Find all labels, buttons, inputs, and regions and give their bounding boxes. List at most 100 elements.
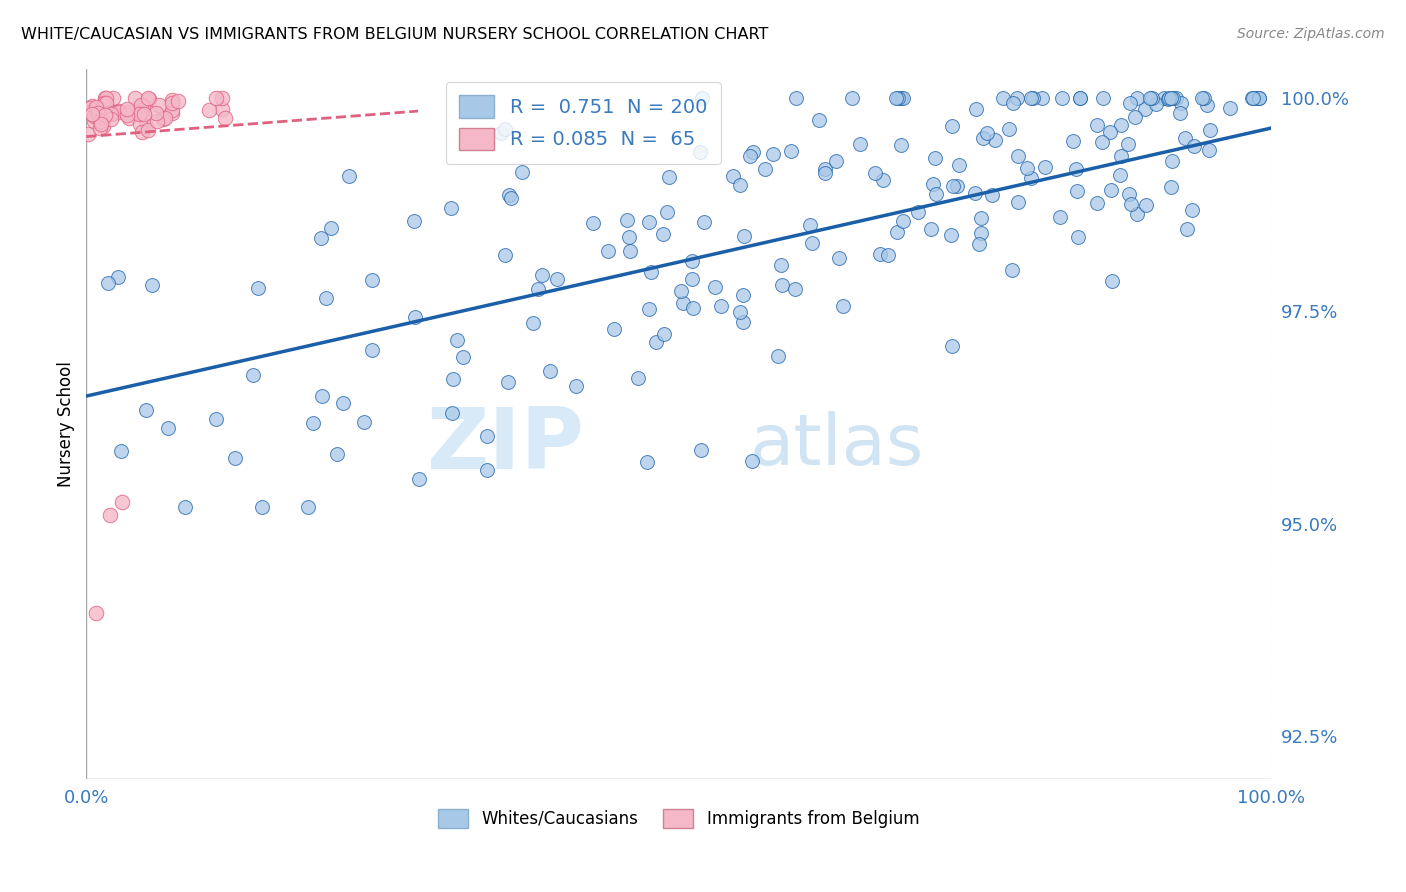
Point: [110, 444, 132, 458]
Point: [475, 463, 498, 477]
Point: [1249, 91, 1271, 105]
Point: [981, 188, 1004, 202]
Point: [976, 126, 998, 140]
Point: [1241, 91, 1264, 105]
Point: [832, 299, 855, 313]
Point: [925, 187, 948, 202]
Point: [325, 448, 347, 462]
Point: [1109, 149, 1132, 163]
Point: [1007, 149, 1029, 163]
Point: [740, 148, 762, 162]
Point: [948, 158, 970, 172]
Point: [115, 103, 138, 117]
Point: [118, 111, 141, 125]
Point: [907, 204, 929, 219]
Point: [730, 178, 752, 193]
Point: [1160, 179, 1182, 194]
Point: [733, 315, 755, 329]
Point: [84, 606, 107, 620]
Point: [332, 395, 354, 409]
Point: [1019, 170, 1042, 185]
Point: [1142, 91, 1164, 105]
Point: [799, 219, 821, 233]
Point: [162, 106, 184, 120]
Point: [616, 213, 638, 227]
Point: [1109, 118, 1132, 132]
Point: [80, 104, 103, 119]
Point: [814, 165, 837, 179]
Point: [1092, 91, 1115, 105]
Point: [510, 165, 533, 179]
Point: [924, 152, 946, 166]
Point: [762, 146, 785, 161]
Point: [1191, 91, 1213, 105]
Point: [451, 350, 474, 364]
Point: [148, 97, 170, 112]
Point: [690, 91, 713, 105]
Point: [1159, 91, 1181, 105]
Point: [640, 264, 662, 278]
Point: [160, 95, 183, 110]
Point: [1017, 161, 1039, 175]
Point: [1175, 222, 1198, 236]
Point: [941, 119, 963, 133]
Point: [1146, 96, 1168, 111]
Point: [741, 454, 763, 468]
Point: [117, 104, 139, 119]
Point: [145, 114, 167, 128]
Point: [498, 187, 520, 202]
Point: [728, 305, 751, 319]
Point: [652, 327, 675, 342]
Point: [1166, 91, 1188, 105]
Point: [353, 415, 375, 429]
Point: [97, 104, 120, 119]
Point: [704, 280, 727, 294]
Point: [1123, 111, 1146, 125]
Point: [651, 227, 673, 241]
Point: [93, 95, 115, 110]
Point: [645, 334, 668, 349]
Point: [98, 106, 121, 120]
Point: [108, 104, 131, 119]
Point: [174, 500, 197, 514]
Point: [297, 500, 319, 514]
Point: [250, 500, 273, 514]
Point: [1174, 131, 1197, 145]
Point: [101, 91, 124, 105]
Point: [494, 248, 516, 262]
Point: [157, 421, 180, 435]
Point: [965, 102, 987, 116]
Point: [869, 247, 891, 261]
Point: [79, 101, 101, 115]
Point: [167, 94, 190, 108]
Point: [124, 91, 146, 105]
Point: [1116, 136, 1139, 151]
Point: [565, 378, 588, 392]
Point: [135, 119, 157, 133]
Point: [94, 91, 117, 105]
Point: [141, 277, 163, 292]
Point: [501, 191, 523, 205]
Point: [404, 214, 426, 228]
Point: [90, 117, 112, 131]
Point: [655, 204, 678, 219]
Point: [103, 105, 125, 120]
Point: [1050, 91, 1073, 105]
Point: [247, 281, 270, 295]
Point: [129, 117, 152, 131]
Point: [1126, 207, 1149, 221]
Point: [886, 91, 908, 105]
Point: [877, 248, 900, 262]
Point: [991, 91, 1014, 105]
Point: [129, 97, 152, 112]
Point: [1101, 274, 1123, 288]
Point: [128, 107, 150, 121]
Point: [884, 91, 907, 105]
Point: [214, 111, 236, 125]
Point: [97, 276, 120, 290]
Point: [942, 178, 965, 193]
Point: [1049, 211, 1071, 225]
Point: [890, 137, 912, 152]
Point: [1182, 139, 1205, 153]
Point: [1126, 91, 1149, 105]
